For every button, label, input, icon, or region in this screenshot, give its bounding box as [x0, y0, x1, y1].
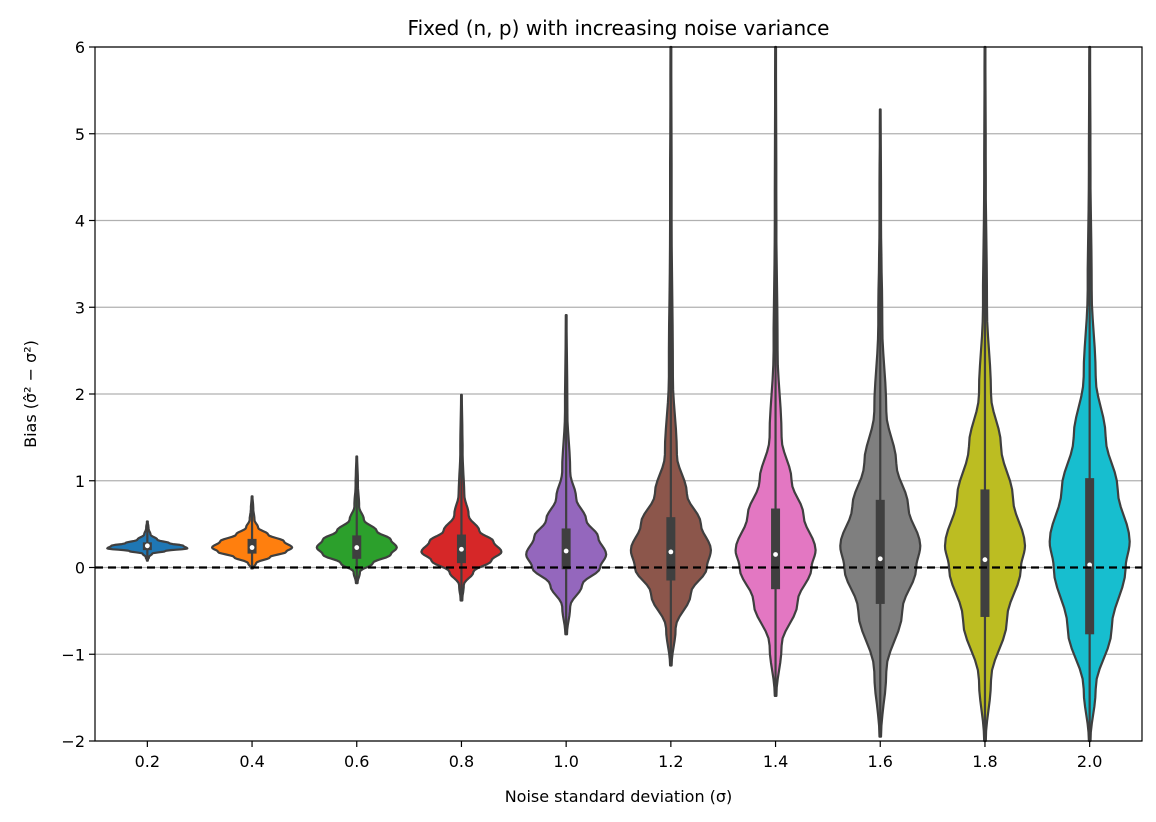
- violin-median-point: [459, 546, 464, 552]
- y-tick-label: 5: [75, 125, 85, 144]
- x-tick-label: 0.2: [135, 752, 160, 771]
- y-tick-label: 4: [75, 212, 85, 231]
- chart-title: Fixed (n, p) with increasing noise varia…: [408, 16, 830, 40]
- y-axis-title: Bias (σ̂² − σ²): [21, 340, 40, 448]
- violin-1.2: [629, 45, 712, 667]
- violin-0.6: [315, 455, 398, 585]
- x-tick-label: 0.6: [344, 752, 369, 771]
- y-tick-label: 0: [75, 559, 85, 578]
- violin-median-point: [144, 543, 150, 549]
- violin-iqr-box: [1085, 478, 1095, 635]
- violin-iqr-box: [980, 489, 990, 617]
- violin-median-point: [1087, 562, 1093, 568]
- y-tick-label: 3: [75, 298, 85, 317]
- violin-median-point: [563, 548, 569, 554]
- y-tick-label: 6: [75, 38, 85, 57]
- violin-iqr-box: [666, 517, 676, 581]
- violin-median-point: [249, 545, 255, 550]
- x-tick-label: 1.4: [763, 752, 788, 771]
- violin-0.8: [420, 393, 503, 602]
- violin-1.6: [839, 108, 922, 738]
- x-tick-label: 1.0: [553, 752, 578, 771]
- x-axis-title: Noise standard deviation (σ): [505, 787, 733, 806]
- violin-1.4: [734, 45, 817, 697]
- y-tick-label: −1: [61, 645, 85, 664]
- violin-0.4: [211, 495, 294, 570]
- y-tick-label: 1: [75, 472, 85, 491]
- axis-ticks: −2 −1 0 1 2 3 4 5 6 0.2 0.4 0.6 0.8 1.0 1.2 1.4 1.6 1.8 2.…: [61, 38, 1102, 771]
- x-tick-label: 0.4: [239, 752, 264, 771]
- violin-median-point: [773, 552, 778, 557]
- x-tick-label: 1.2: [658, 752, 683, 771]
- x-tick-label: 2.0: [1077, 752, 1102, 771]
- y-tick-label: −2: [61, 732, 85, 751]
- x-tick-label: 0.8: [449, 752, 474, 771]
- violin-median-point: [982, 557, 988, 563]
- violin-median-point: [877, 556, 883, 562]
- y-tick-label: 2: [75, 385, 85, 404]
- violin-median-point: [668, 549, 674, 555]
- violin-0.2: [106, 520, 189, 562]
- x-tick-label: 1.8: [972, 752, 997, 771]
- violin-median-point: [354, 545, 360, 550]
- violin-iqr-box: [771, 508, 781, 590]
- x-tick-label: 1.6: [868, 752, 893, 771]
- violin-1.0: [525, 314, 608, 636]
- violin-iqr-box: [875, 499, 885, 604]
